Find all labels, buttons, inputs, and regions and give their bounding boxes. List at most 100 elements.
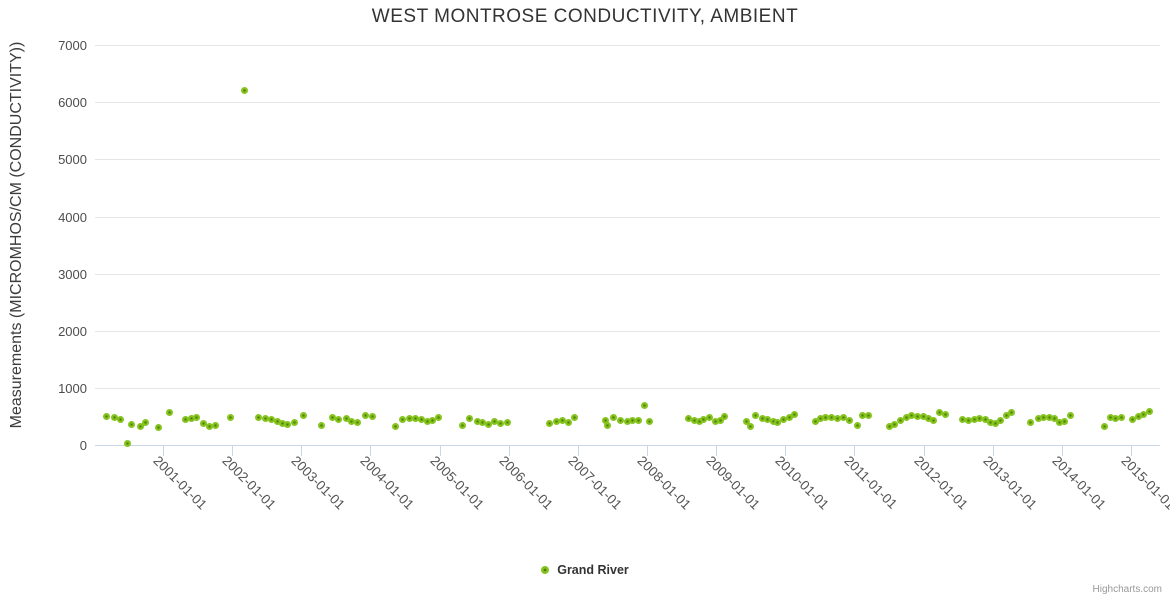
data-point[interactable]	[503, 419, 511, 427]
data-point[interactable]	[411, 414, 419, 422]
data-point[interactable]	[154, 424, 162, 432]
data-point[interactable]	[1146, 408, 1154, 416]
data-point[interactable]	[405, 414, 413, 422]
data-point[interactable]	[610, 413, 618, 421]
data-point[interactable]	[746, 422, 754, 430]
data-point[interactable]	[764, 415, 772, 423]
data-point[interactable]	[205, 422, 213, 430]
data-point[interactable]	[886, 422, 894, 430]
legend[interactable]: Grand River	[0, 561, 1170, 579]
data-point[interactable]	[774, 419, 782, 427]
data-point[interactable]	[485, 420, 493, 428]
data-point[interactable]	[458, 421, 466, 429]
data-point[interactable]	[465, 414, 473, 422]
data-point[interactable]	[822, 413, 830, 421]
data-point[interactable]	[479, 419, 487, 427]
data-point[interactable]	[559, 416, 567, 424]
data-point[interactable]	[785, 413, 793, 421]
data-point[interactable]	[1101, 422, 1109, 430]
data-point[interactable]	[226, 413, 234, 421]
data-point[interactable]	[473, 417, 481, 425]
data-point[interactable]	[919, 412, 927, 420]
data-point[interactable]	[1007, 409, 1015, 417]
data-point[interactable]	[705, 414, 713, 422]
data-point[interactable]	[864, 411, 872, 419]
data-point[interactable]	[941, 410, 949, 418]
data-point[interactable]	[1140, 410, 1148, 418]
data-point[interactable]	[187, 414, 195, 422]
data-point[interactable]	[1129, 415, 1137, 423]
data-point[interactable]	[935, 409, 943, 417]
data-point[interactable]	[616, 416, 624, 424]
data-point[interactable]	[752, 411, 760, 419]
data-point[interactable]	[278, 420, 286, 428]
data-point[interactable]	[1027, 419, 1035, 427]
data-point[interactable]	[418, 415, 426, 423]
data-point[interactable]	[142, 419, 150, 427]
data-point[interactable]	[924, 414, 932, 422]
data-point[interactable]	[959, 415, 967, 423]
data-point[interactable]	[240, 86, 248, 94]
data-point[interactable]	[828, 414, 836, 422]
data-point[interactable]	[182, 415, 190, 423]
data-point[interactable]	[965, 416, 973, 424]
data-point[interactable]	[342, 414, 350, 422]
data-point[interactable]	[716, 416, 724, 424]
data-point[interactable]	[812, 417, 820, 425]
data-point[interactable]	[317, 421, 325, 429]
legend-label[interactable]: Grand River	[557, 563, 629, 577]
data-point[interactable]	[1050, 414, 1058, 422]
data-point[interactable]	[1134, 412, 1142, 420]
data-point[interactable]	[136, 422, 144, 430]
data-point[interactable]	[1045, 413, 1053, 421]
data-point[interactable]	[193, 413, 201, 421]
data-point[interactable]	[742, 418, 750, 426]
data-point[interactable]	[165, 409, 173, 417]
data-point[interactable]	[1112, 414, 1120, 422]
credits-link[interactable]: Highcharts.com	[1092, 584, 1162, 595]
data-point[interactable]	[981, 415, 989, 423]
data-point[interactable]	[930, 416, 938, 424]
data-point[interactable]	[116, 415, 124, 423]
data-point[interactable]	[123, 440, 131, 448]
data-point[interactable]	[391, 422, 399, 430]
data-point[interactable]	[839, 414, 847, 422]
data-point[interactable]	[284, 420, 292, 428]
data-point[interactable]	[699, 415, 707, 423]
data-point[interactable]	[685, 414, 693, 422]
data-point[interactable]	[833, 414, 841, 422]
data-point[interactable]	[546, 420, 553, 428]
data-point[interactable]	[721, 412, 729, 420]
data-point[interactable]	[369, 412, 376, 420]
data-point[interactable]	[354, 419, 362, 427]
data-point[interactable]	[291, 419, 299, 427]
data-point[interactable]	[603, 421, 611, 429]
data-point[interactable]	[335, 415, 343, 423]
data-point[interactable]	[897, 416, 905, 424]
data-point[interactable]	[791, 410, 799, 418]
data-point[interactable]	[128, 420, 136, 428]
data-point[interactable]	[997, 416, 1005, 424]
data-point[interactable]	[976, 414, 984, 422]
data-point[interactable]	[274, 417, 282, 425]
data-point[interactable]	[1035, 414, 1043, 422]
data-point[interactable]	[199, 420, 207, 428]
data-point[interactable]	[328, 413, 336, 421]
data-point[interactable]	[361, 411, 369, 419]
data-point[interactable]	[987, 419, 995, 427]
data-point[interactable]	[712, 417, 720, 425]
data-point[interactable]	[690, 416, 698, 424]
data-point[interactable]	[817, 414, 825, 422]
data-point[interactable]	[629, 416, 637, 424]
data-point[interactable]	[695, 417, 703, 425]
data-point[interactable]	[853, 421, 861, 429]
data-point[interactable]	[602, 416, 610, 424]
data-point[interactable]	[640, 402, 648, 410]
data-point[interactable]	[623, 417, 631, 425]
data-point[interactable]	[299, 411, 307, 419]
data-point[interactable]	[1117, 414, 1125, 422]
data-point[interactable]	[110, 414, 118, 422]
data-point[interactable]	[429, 416, 437, 424]
data-point[interactable]	[908, 411, 916, 419]
data-point[interactable]	[399, 415, 407, 423]
